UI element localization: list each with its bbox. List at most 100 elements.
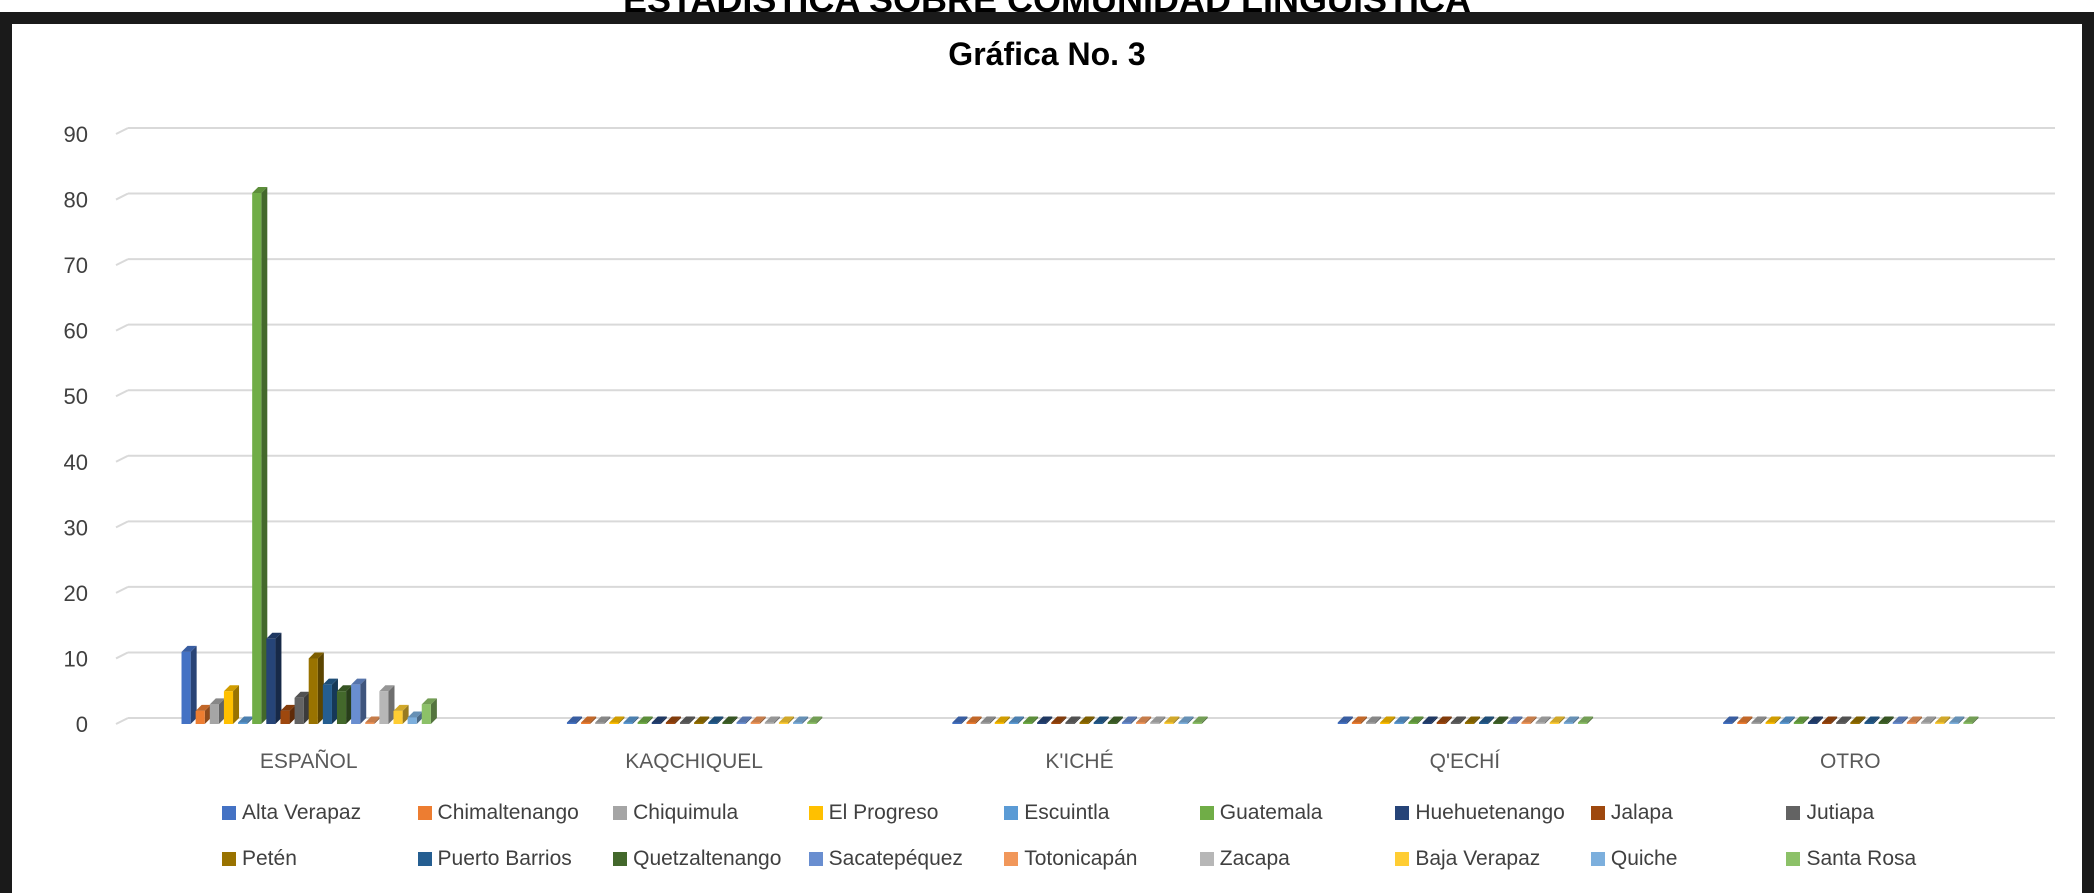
bar-side [1431,716,1438,724]
bar-top [195,704,211,711]
bar-side [360,678,367,724]
bar-top [1093,716,1109,723]
bar-side [731,716,738,724]
bar-side [1074,716,1081,724]
bar-top [252,187,268,193]
bar-side [261,187,268,724]
bar-side [773,716,780,724]
bar [1351,722,1361,724]
bar-side [1516,716,1523,724]
bar-top [1864,716,1880,723]
bar-top [379,685,395,692]
bar [694,722,704,724]
bar-top [1836,716,1852,723]
bar [238,722,248,724]
bar-top [1079,716,1095,723]
bar-side [1403,716,1410,724]
bar-top [1337,716,1353,723]
bar-top [1949,716,1965,723]
bar [1751,722,1761,724]
chart-title: Gráfica No. 3 [948,36,1146,72]
legend-label: Chiquimula [633,801,739,824]
bar-side [660,716,667,724]
bar [566,722,577,724]
bar-top [609,716,625,723]
legend-label: Jalapa [1610,801,1673,824]
bar-top [1380,716,1396,723]
bar [322,684,332,724]
bar [651,722,661,724]
bar-top [1394,716,1410,723]
x-tick-label: KAQCHIQUEL [625,750,763,773]
bar [609,722,619,724]
legend-swatch [1004,852,1019,866]
bar-top [1107,716,1123,723]
bar [1563,722,1573,724]
bar [308,658,318,724]
bar-side [1972,716,1979,724]
bar-side [1930,716,1937,724]
bar-side [1760,716,1767,724]
legend-swatch [417,852,432,866]
bar-top [322,678,338,685]
bar-top [1022,716,1039,723]
bar-top [280,704,296,711]
bar-side [1445,716,1452,724]
x-tick-label: Q'ECHÍ [1430,750,1501,773]
bar [1807,722,1818,724]
bar-top [1822,716,1838,723]
bar [1136,722,1146,724]
bar-top [980,716,996,723]
bar-side [618,716,625,724]
bar [1037,722,1047,724]
legend-swatch [1395,806,1410,820]
gridline-depth [115,127,129,135]
bar-top [1065,716,1081,723]
bar-side [745,716,752,724]
y-tick-label: 0 [76,712,88,737]
bar [952,722,962,724]
bar-top [209,698,225,705]
bar-side [576,716,583,724]
y-tick-label: 60 [64,319,88,344]
gridline-depth [115,192,129,201]
bar-side [247,716,254,724]
gridline-depth [115,717,129,725]
bar-top [308,652,324,659]
legend-swatch [1395,852,1410,866]
bar-side [1088,716,1095,724]
bar [1493,722,1503,724]
bar-top [665,716,681,723]
bar [1906,722,1916,724]
bar-top [1807,716,1824,723]
bar-top [1436,716,1452,723]
bar-top [807,716,823,723]
bar-side [1831,716,1838,724]
bar-top [407,711,423,718]
bar [1878,722,1888,724]
bar-top [595,716,611,723]
bar-side [989,716,996,724]
y-tick-label: 90 [64,122,88,147]
bar-side [1802,716,1809,724]
bar-top [736,716,752,723]
bar-side [1459,716,1466,724]
bar-side [204,704,211,724]
bar-top [722,716,738,723]
bar [1765,722,1775,724]
bar-top [1892,716,1908,723]
bar [1864,722,1874,724]
bar-top [1549,716,1565,723]
bar-side [1116,716,1123,724]
bar [778,722,789,724]
bar [1164,722,1174,724]
legend-swatch [1199,852,1214,866]
gridline-depth [115,258,129,267]
bar [1422,722,1432,724]
bar [1192,722,1202,724]
bar-side [1887,716,1894,724]
legend-label: Petén [242,847,297,870]
bar-top [1365,716,1382,723]
bar-top [1408,716,1424,723]
